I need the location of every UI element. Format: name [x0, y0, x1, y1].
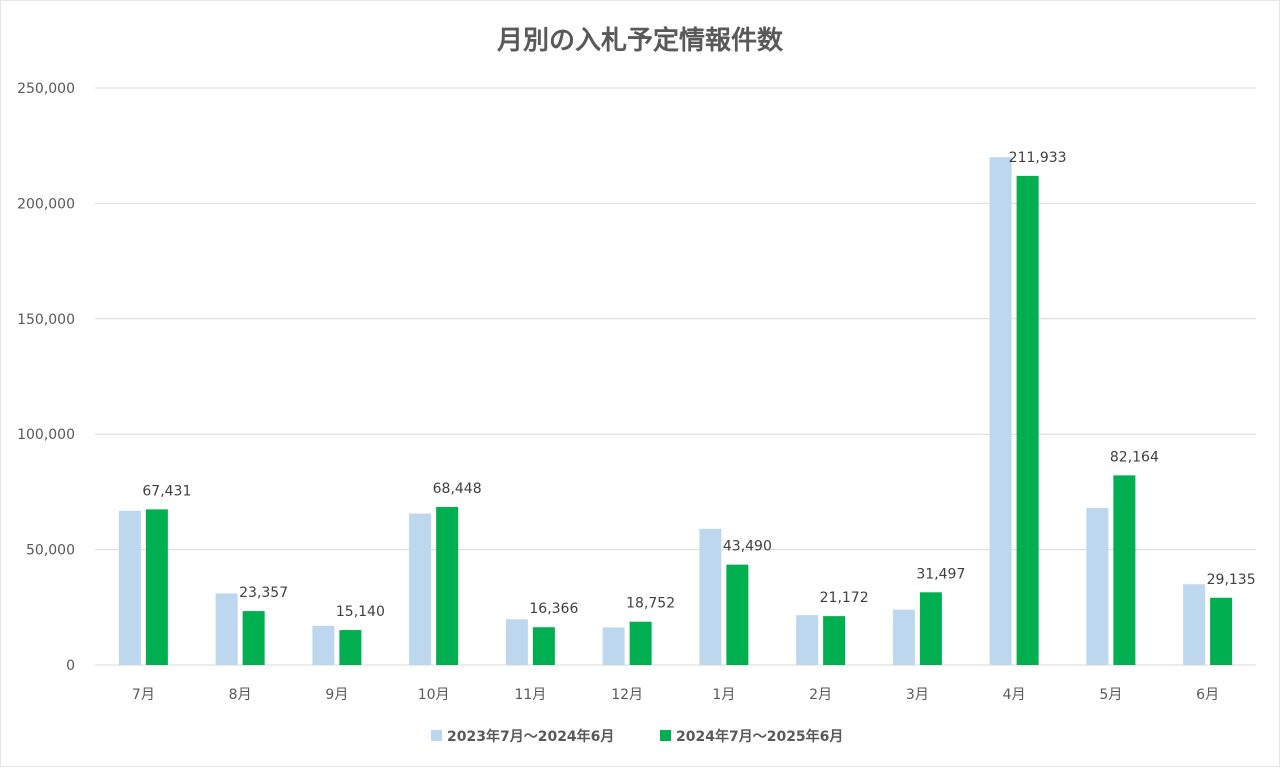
x-tick-label: 9月 — [325, 687, 348, 703]
bar-series-2 — [436, 507, 459, 665]
bar-series-2 — [919, 592, 942, 665]
bar-series-1 — [796, 615, 819, 665]
x-tick-label: 12月 — [611, 687, 643, 703]
bar-series-1 — [215, 593, 238, 665]
data-label: 21,172 — [820, 590, 869, 606]
bar-series-1 — [409, 513, 432, 665]
legend-label-series-1: 2023年7月～2024年6月 — [447, 728, 614, 745]
data-label: 15,140 — [336, 604, 385, 620]
x-tick-label: 6月 — [1196, 687, 1219, 703]
bar-series-2 — [532, 627, 555, 665]
x-tick-label: 8月 — [229, 687, 252, 703]
bar-series-1 — [118, 510, 141, 665]
y-tick-label: 250,000 — [17, 81, 75, 97]
legend: 2023年7月～2024年6月 2024年7月～2025年6月 — [431, 728, 843, 745]
y-tick-label: 0 — [66, 658, 75, 674]
x-axis: 7月 8月 9月 10月 11月 12月 1月 2月 3月 4月 5月 6月 — [132, 687, 1219, 703]
x-tick-label: 11月 — [514, 687, 546, 703]
data-labels: 67,431 23,357 15,140 68,448 16,366 18,752 43,4… — [142, 150, 1255, 620]
bar-series-2 — [1113, 475, 1136, 665]
bar-series-1 — [602, 627, 625, 665]
data-label: 23,357 — [239, 585, 288, 601]
bar-series-2 — [629, 621, 652, 665]
y-tick-label: 150,000 — [17, 312, 75, 328]
bar-series-1 — [505, 619, 528, 665]
data-label: 68,448 — [433, 481, 482, 497]
data-label: 82,164 — [1110, 449, 1159, 465]
data-label: 16,366 — [529, 601, 578, 617]
bar-series-1 — [1183, 584, 1206, 665]
y-tick-label: 50,000 — [26, 543, 75, 559]
x-tick-label: 10月 — [418, 687, 450, 703]
legend-swatch-series-1 — [431, 730, 442, 741]
bar-series-2 — [726, 564, 749, 665]
bar-series-2 — [823, 616, 846, 665]
gridlines — [95, 87, 1256, 666]
bar-series-1 — [1086, 508, 1109, 665]
bar-series-1 — [699, 528, 722, 665]
x-tick-label: 1月 — [712, 687, 735, 703]
bar-series-2 — [242, 611, 265, 665]
bar-series-1 — [989, 157, 1012, 666]
legend-label-series-2: 2024年7月～2025年6月 — [676, 728, 843, 745]
bar-series-1 — [892, 609, 915, 665]
x-tick-label: 2月 — [809, 687, 832, 703]
y-tick-label: 200,000 — [17, 196, 75, 212]
data-label: 43,490 — [723, 539, 772, 555]
data-label: 29,135 — [1207, 572, 1256, 588]
bar-series-2 — [1210, 597, 1233, 665]
bar-series-2 — [339, 630, 362, 665]
x-tick-label: 7月 — [132, 687, 155, 703]
x-tick-label: 4月 — [1003, 687, 1026, 703]
bar-series-1 — [312, 625, 335, 665]
bar-series-2 — [1016, 175, 1039, 665]
y-tick-label: 100,000 — [17, 427, 75, 443]
data-label: 31,497 — [916, 566, 965, 582]
x-tick-label: 5月 — [1099, 687, 1122, 703]
data-label: 211,933 — [1009, 150, 1067, 166]
data-label: 67,431 — [142, 483, 191, 499]
chart-title: 月別の入札予定情報件数 — [496, 25, 784, 56]
y-axis: 0 50,000 100,000 150,000 200,000 250,000 — [17, 81, 75, 674]
x-tick-label: 3月 — [906, 687, 929, 703]
legend-swatch-series-2 — [660, 730, 671, 741]
data-label: 18,752 — [626, 596, 675, 612]
bars — [118, 157, 1233, 666]
bar-series-2 — [145, 509, 168, 665]
